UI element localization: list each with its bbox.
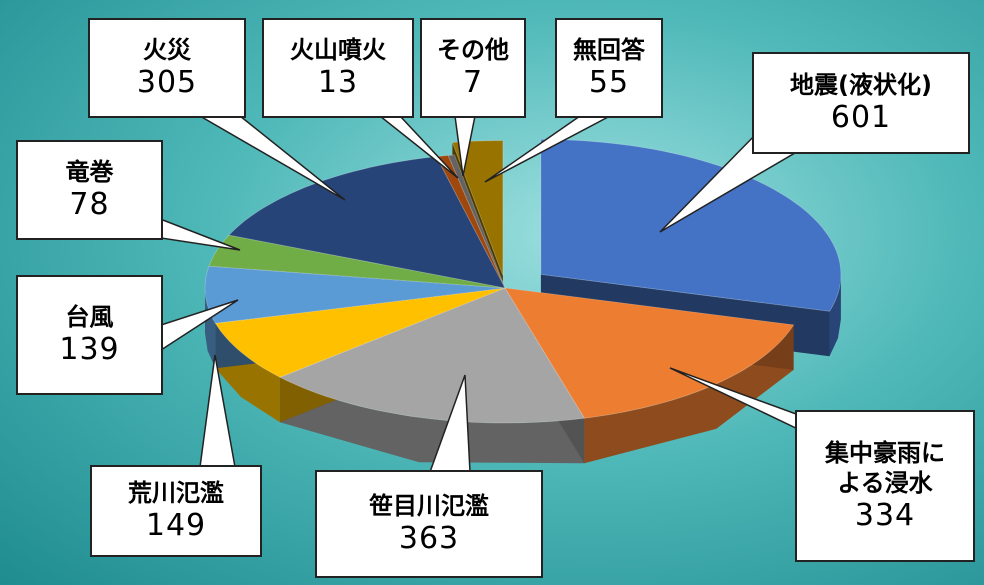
slice xyxy=(278,287,585,424)
value-label: 149 xyxy=(145,508,207,543)
value-label: 334 xyxy=(854,498,916,533)
value-label: 13 xyxy=(317,65,359,100)
callout: 竜巻 78 xyxy=(16,140,163,240)
label: 火災 xyxy=(143,36,191,64)
value-label: 305 xyxy=(136,65,198,100)
label: 台風 xyxy=(65,303,114,331)
label: 荒川氾濫 xyxy=(128,479,224,507)
value-label: 7 xyxy=(462,65,484,100)
value-label: 139 xyxy=(59,332,120,367)
value-label: 55 xyxy=(588,65,630,100)
callout: 地震(液状化) 601 xyxy=(752,52,970,154)
label: その他 xyxy=(437,36,509,64)
callout: 火災 305 xyxy=(88,18,246,118)
callout: 無回答 55 xyxy=(555,18,663,118)
slice-side xyxy=(829,274,841,357)
pie xyxy=(204,138,842,464)
callout: 笹目川氾濫 363 xyxy=(315,470,543,578)
label: 集中豪雨による浸水 xyxy=(825,439,945,497)
slice xyxy=(208,234,506,289)
slice xyxy=(435,154,506,289)
slice-side xyxy=(205,288,216,369)
value-label: 601 xyxy=(830,100,892,135)
callout: 台風 139 xyxy=(16,275,163,395)
callout: 集中豪雨による浸水 334 xyxy=(795,410,975,562)
value-label: 363 xyxy=(398,521,460,556)
callout: その他 7 xyxy=(420,18,526,118)
label: 笹目川氾濫 xyxy=(369,492,489,520)
slice xyxy=(451,140,504,276)
slice xyxy=(228,156,506,289)
pointer xyxy=(148,213,241,251)
slice xyxy=(540,138,842,312)
pie-tops xyxy=(204,138,842,424)
slice-side xyxy=(584,324,794,464)
callout: 火山噴火 13 xyxy=(262,18,414,118)
slice-side xyxy=(279,377,585,464)
callout: 荒川氾濫 149 xyxy=(90,465,262,557)
slice xyxy=(504,287,795,419)
slice xyxy=(214,287,506,378)
pointer xyxy=(197,115,346,201)
label: 無回答 xyxy=(573,36,645,64)
slice xyxy=(447,154,506,289)
label: 地震(液状化) xyxy=(790,71,932,99)
label: 火山噴火 xyxy=(290,36,386,64)
label: 竜巻 xyxy=(65,158,114,186)
value-label: 78 xyxy=(69,187,110,222)
